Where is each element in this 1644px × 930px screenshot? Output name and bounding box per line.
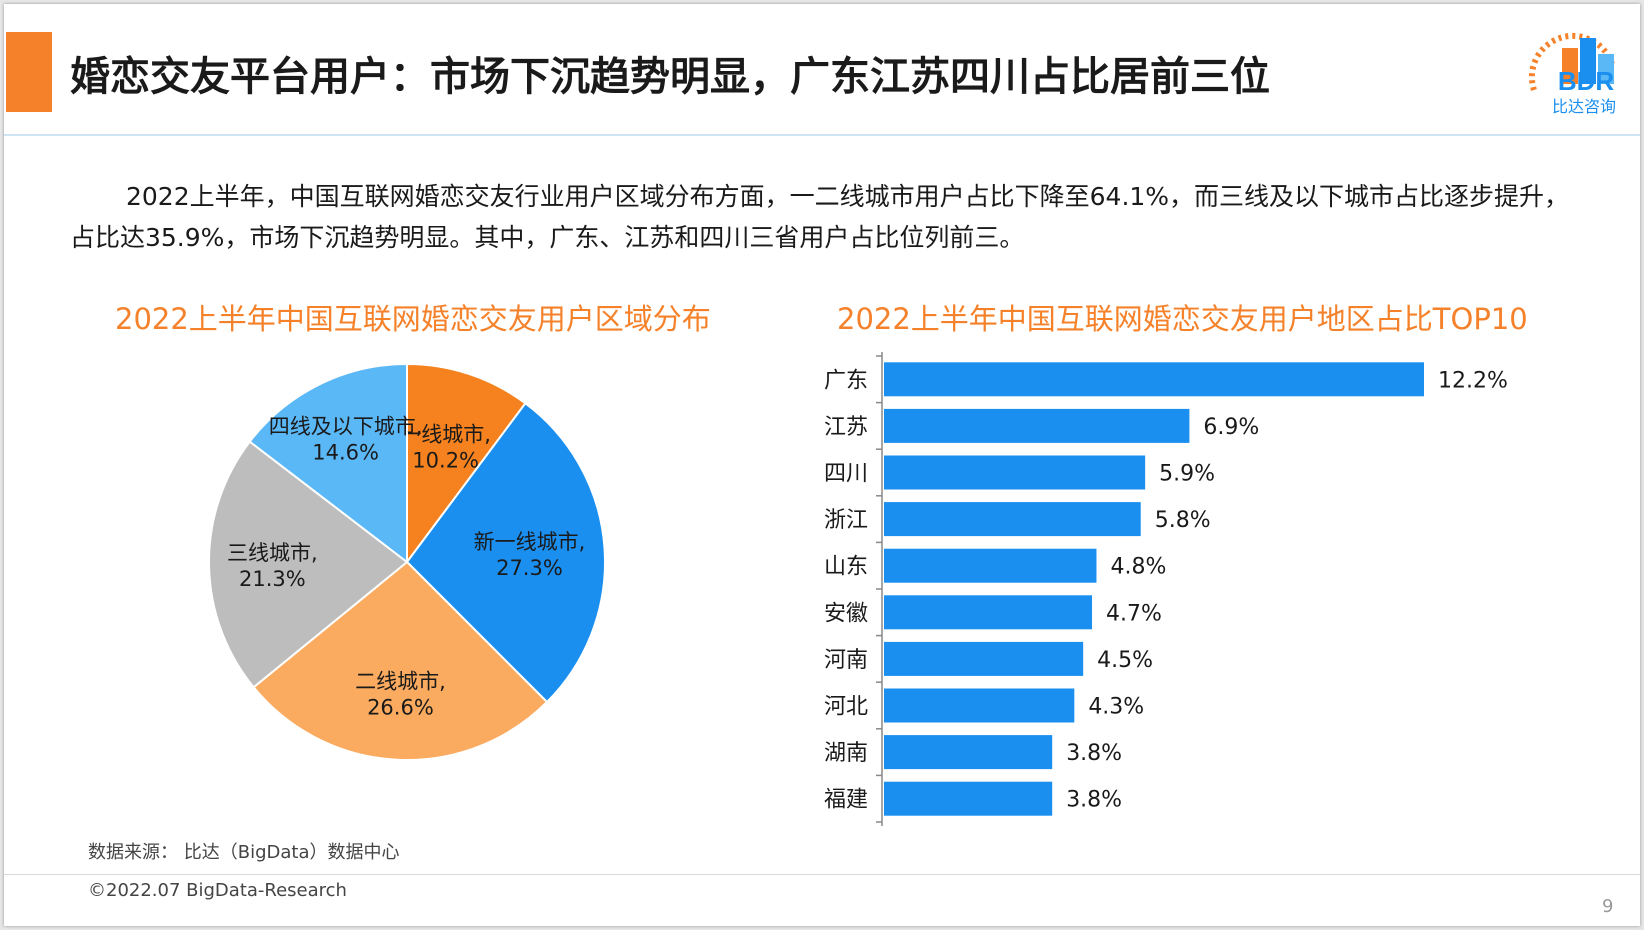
pie-slice-label: 四线及以下城市, (269, 415, 423, 439)
region-distribution-pie-chart: 一线城市,10.2% 新一线城市,27.3% 二线城市,26.6% 三线城市,21.3… (208, 362, 606, 761)
bar-value-label: 4.3% (1088, 695, 1144, 720)
bar-category-label: 安徽 (824, 601, 868, 626)
bar-value-label: 4.7% (1106, 601, 1162, 626)
pie-slice (248, 362, 408, 565)
logo-dotted-ring (1528, 32, 1615, 91)
bar (884, 502, 1141, 537)
bar (884, 408, 1190, 443)
copyright: ©2022.07 BigData-Research (88, 880, 347, 901)
bar (884, 595, 1093, 630)
bar-chart-title: 2022上半年中国互联网婚恋交友用户地区占比TOP10 (837, 302, 1528, 336)
pie-slice-label: 新一线城市, (474, 530, 586, 554)
title-divider (4, 134, 1640, 136)
pie-slice-value: 10.2% (412, 448, 479, 472)
top10-region-bar-chart: 广东 12.2% 江苏 6.9% 四川 5.9% 浙江 5.8% 山东 4.8% 安徽 4.7% 河南 4… (824, 352, 1508, 826)
pie-slice-label: 一线城市, (400, 422, 491, 446)
bar-value-label: 3.8% (1066, 788, 1122, 813)
bdr-logo: BDR 比达咨询 (1528, 32, 1616, 116)
footer-divider (4, 874, 1640, 875)
pie-slice-label: 三线城市, (227, 541, 318, 565)
bar-category-label: 山东 (824, 555, 868, 580)
bar-category-label: 河北 (824, 695, 868, 720)
bar-category-label: 江苏 (824, 415, 868, 440)
bar-value-label: 4.8% (1110, 555, 1166, 580)
pie-slice-value: 14.6% (312, 441, 379, 465)
bar (884, 735, 1053, 770)
logo-building-2 (1580, 38, 1596, 84)
data-source: 数据来源： 比达（BigData）数据中心 (88, 842, 400, 863)
page-title: 婚恋交友平台用户：市场下沉趋势明显，广东江苏四川占比居前三位 (70, 54, 1270, 100)
logo-subtext: 比达咨询 (1552, 97, 1616, 116)
bar-value-label: 3.8% (1066, 741, 1122, 766)
intro-paragraph: 2022上半年，中国互联网婚恋交友行业用户区域分布方面，一二线城市用户占比下降至… (70, 176, 1590, 258)
bar-category-label: 湖南 (824, 741, 868, 766)
intro-text: 2022上半年，中国互联网婚恋交友行业用户区域分布方面，一二线城市用户占比下降至… (70, 182, 1570, 252)
logo-building-3 (1598, 54, 1614, 84)
bar (884, 548, 1097, 583)
bar-category-label: 四川 (824, 462, 868, 487)
logo-text: BDR (1558, 66, 1615, 96)
logo-building-1 (1562, 48, 1578, 84)
bar-category-label: 浙江 (824, 508, 868, 533)
pie-slice (252, 560, 549, 761)
bar-category-label: 福建 (824, 788, 868, 813)
pie-slice-value: 27.3% (496, 556, 563, 580)
bar (884, 781, 1053, 816)
title-accent-bar (6, 32, 52, 112)
pie-slice (405, 401, 606, 704)
bar (884, 688, 1075, 723)
bar (884, 362, 1424, 397)
pie-slice-value: 26.6% (367, 696, 434, 720)
bar (884, 641, 1084, 676)
bar-value-label: 12.2% (1438, 368, 1508, 393)
pie-slice (208, 440, 409, 689)
bar-value-label: 5.9% (1159, 462, 1215, 487)
bar-value-label: 5.8% (1155, 508, 1211, 533)
bar-category-label: 河南 (824, 648, 868, 673)
pie-slice-label: 二线城市, (355, 670, 446, 694)
pie-slice (406, 362, 527, 566)
bar-value-label: 6.9% (1203, 415, 1259, 440)
bar-category-label: 广东 (824, 368, 868, 393)
bar-value-label: 4.5% (1097, 648, 1153, 673)
pie-slice-value: 21.3% (239, 567, 306, 591)
page-number: 9 (1602, 896, 1614, 917)
slide: 婚恋交友平台用户：市场下沉趋势明显，广东江苏四川占比居前三位 BDR 比达咨询 … (4, 4, 1640, 926)
bar (884, 455, 1146, 490)
pie-chart-title: 2022上半年中国互联网婚恋交友用户区域分布 (115, 302, 711, 336)
